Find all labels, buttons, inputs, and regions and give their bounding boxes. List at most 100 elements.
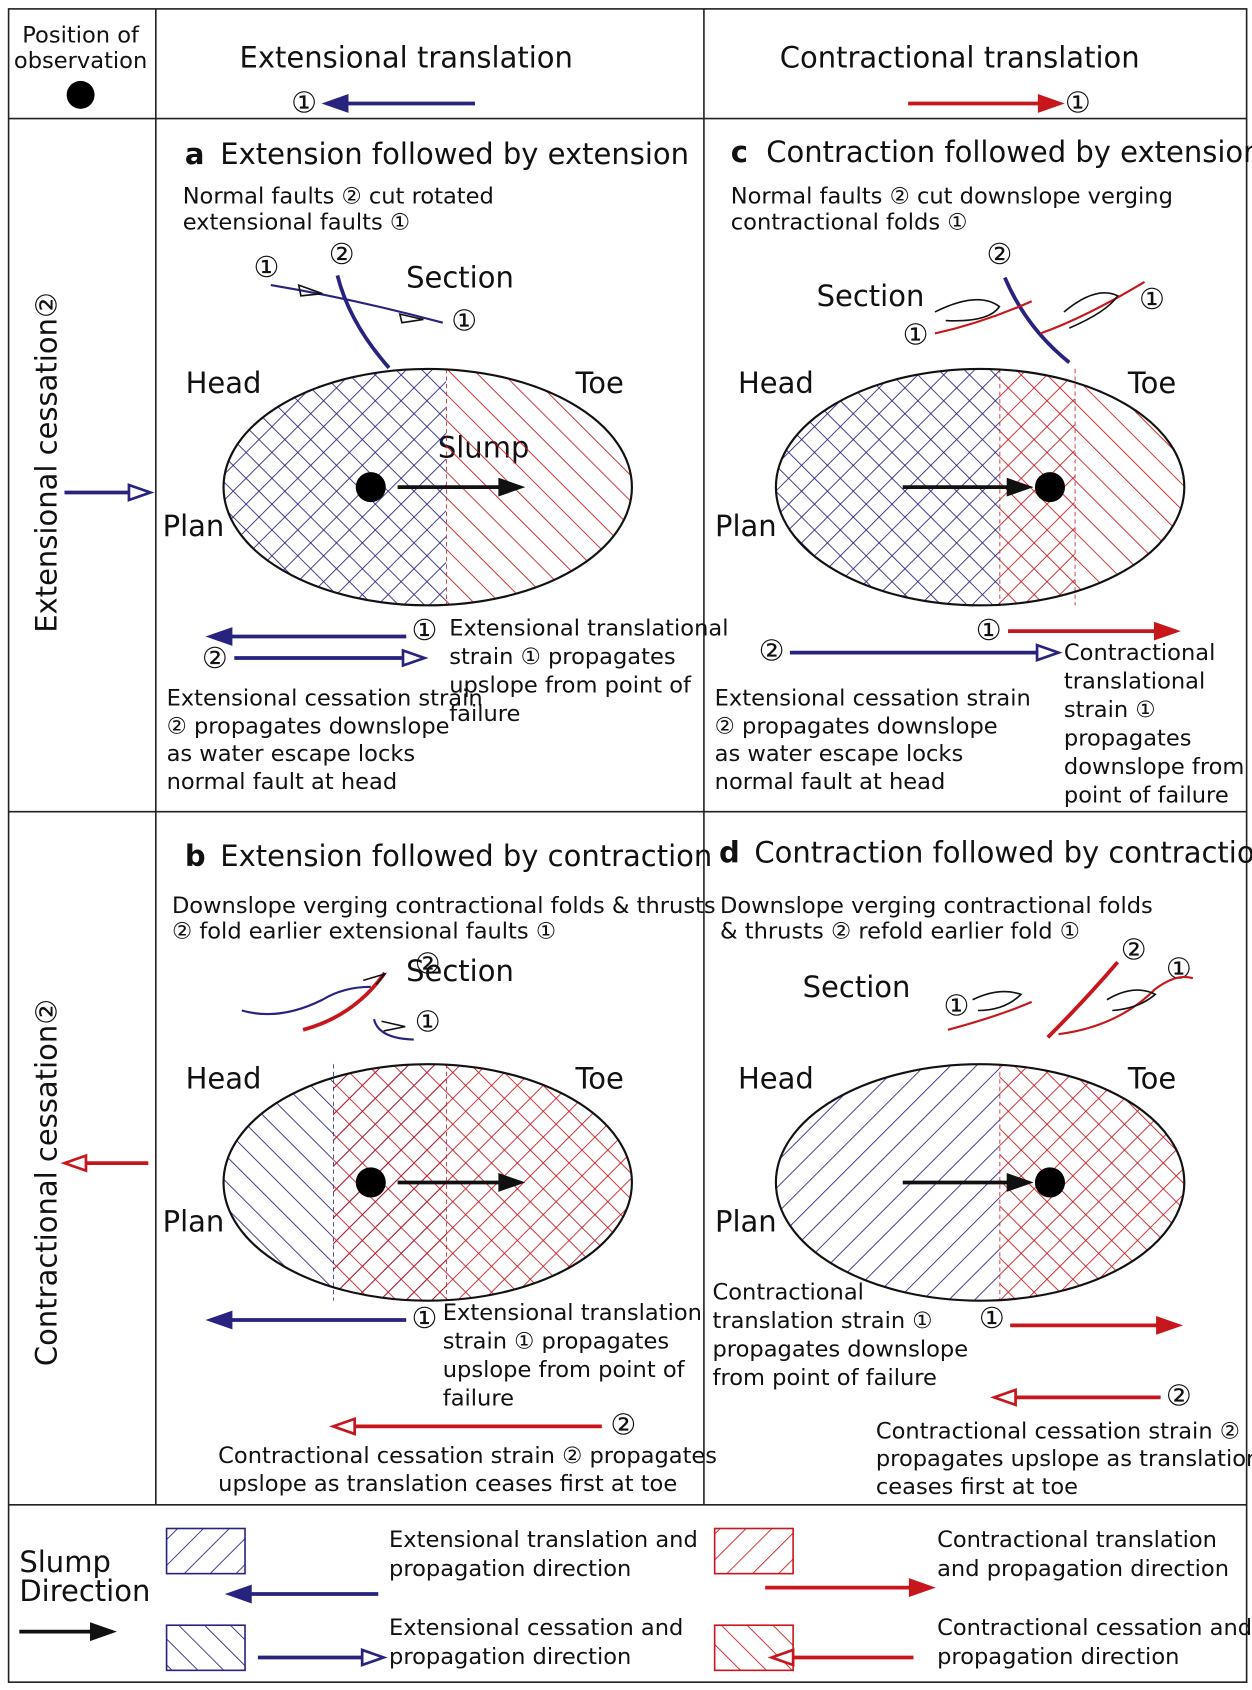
caption: & thrusts ② refold earlier fold ① <box>720 919 1080 945</box>
panel-title: Extension followed by contraction <box>220 839 712 873</box>
note: normal fault at head <box>715 769 946 795</box>
arrow-head <box>210 1312 231 1327</box>
legend-label: Contractional translation <box>937 1527 1217 1553</box>
observation-dot <box>1035 472 1065 502</box>
toe-label: Toe <box>1127 366 1176 400</box>
arrow <box>772 1650 914 1665</box>
caption: ② fold earlier extensional faults ① <box>172 919 556 945</box>
note: translation strain ① <box>713 1308 933 1334</box>
note: strain ① propagates <box>443 1329 669 1355</box>
note: upslope as translation ceases first at t… <box>218 1471 677 1497</box>
arrow <box>19 1624 112 1639</box>
head-label: Head <box>186 366 262 400</box>
note: Extensional cessation strain <box>167 685 483 711</box>
note: normal fault at head <box>167 769 398 795</box>
sketch-line <box>935 293 1118 328</box>
section-label: Section <box>406 261 514 295</box>
note: Extensional cessation strain <box>715 685 1031 711</box>
plan-label: Plan <box>163 509 225 543</box>
panel-title: Contraction followed by contraction <box>754 836 1252 870</box>
observation-dot <box>356 472 386 502</box>
sketch-line <box>948 977 1193 1034</box>
marker: ② <box>1166 1378 1192 1412</box>
arrow <box>258 1650 384 1665</box>
arrow-head <box>333 1419 354 1434</box>
arrow <box>790 645 1059 660</box>
note: upslope from point of <box>443 1357 686 1383</box>
note: Contractional cessation strain ② <box>876 1418 1240 1444</box>
legend-label: Contractional cessation and <box>937 1615 1252 1641</box>
note: Extensional translation <box>443 1300 702 1326</box>
section-label: Section <box>803 970 911 1004</box>
note: propagates upslope as translation <box>876 1446 1252 1472</box>
caption: Normal faults ② cut downslope verging <box>731 183 1173 209</box>
marker: ② <box>415 946 441 980</box>
note: as water escape locks <box>167 741 416 767</box>
column-title: Extensional translation <box>240 40 573 74</box>
panel-letter: a <box>185 137 205 171</box>
arrow <box>994 1390 1161 1405</box>
legend-label: and propagation direction <box>937 1556 1229 1582</box>
note: Contractional cessation strain ② propaga… <box>218 1443 717 1469</box>
caption: Downslope verging contractional folds & … <box>172 893 716 919</box>
marker: ① <box>254 250 280 284</box>
sketch-line <box>363 974 405 1031</box>
arrow-head <box>129 485 150 500</box>
legend-label: Extensional cessation and <box>389 1615 683 1641</box>
caption: Normal faults ② cut rotated <box>183 183 494 209</box>
sketch-line <box>1005 278 1069 363</box>
note: propagates <box>1064 726 1192 752</box>
panel-title: Contraction followed by extension <box>766 135 1252 169</box>
arrow <box>210 629 407 644</box>
arrow <box>229 1587 378 1602</box>
legend-label: propagation direction <box>937 1644 1179 1670</box>
legend-swatch <box>167 1625 245 1670</box>
head-label: Head <box>186 1061 262 1095</box>
panel-letter: b <box>185 839 206 873</box>
sketch-line <box>337 275 389 367</box>
marker: ② <box>610 1407 636 1441</box>
row-label: Extensional cessation② <box>29 292 63 633</box>
arrow-head <box>1157 1318 1178 1333</box>
marker: ② <box>329 237 355 271</box>
arrow <box>64 485 150 500</box>
toe-label: Toe <box>574 1061 623 1095</box>
marker: ① <box>979 1301 1005 1335</box>
legend-swatch <box>715 1528 793 1573</box>
plan-label: Plan <box>163 1204 225 1238</box>
head-label: Head <box>738 1061 814 1095</box>
marker: ① <box>976 613 1002 647</box>
note: ② propagates downslope <box>167 713 450 739</box>
arrow-head <box>1155 624 1176 639</box>
arrow-head <box>362 1650 383 1665</box>
arrow <box>1008 624 1177 639</box>
plan-label: Plan <box>715 509 777 543</box>
row-label: Contractional cessation② <box>29 999 63 1366</box>
note: from point of failure <box>713 1365 937 1391</box>
sketch-line <box>299 285 424 323</box>
observation-dot <box>1035 1167 1065 1197</box>
panel-letter: c <box>731 135 748 169</box>
caption: Downslope verging contractional folds <box>720 893 1153 919</box>
observation-dot <box>67 81 95 109</box>
arrow-head <box>910 1580 931 1595</box>
section-label: Section <box>817 279 925 313</box>
note: downslope from <box>1064 754 1244 780</box>
marker: ① <box>1065 86 1091 120</box>
caption: extensional faults ① <box>183 209 410 235</box>
arrow-head <box>64 1156 85 1171</box>
note: as water escape locks <box>715 741 964 767</box>
note: propagates downslope <box>713 1337 969 1363</box>
panel-title: Extension followed by extension <box>220 137 689 171</box>
header-label: observation <box>14 48 147 74</box>
observation-dot <box>356 1167 386 1197</box>
arrow-head <box>994 1390 1015 1405</box>
caption: contractional folds ① <box>731 209 968 235</box>
note: point of failure <box>1064 783 1229 809</box>
marker: ① <box>411 613 437 647</box>
figure: Position ofobservationExtensional transl… <box>0 0 1252 1690</box>
note: ② propagates downslope <box>715 713 998 739</box>
arrow-head <box>91 1624 112 1639</box>
arrow-head <box>1039 96 1060 111</box>
marker: ① <box>411 1301 437 1335</box>
